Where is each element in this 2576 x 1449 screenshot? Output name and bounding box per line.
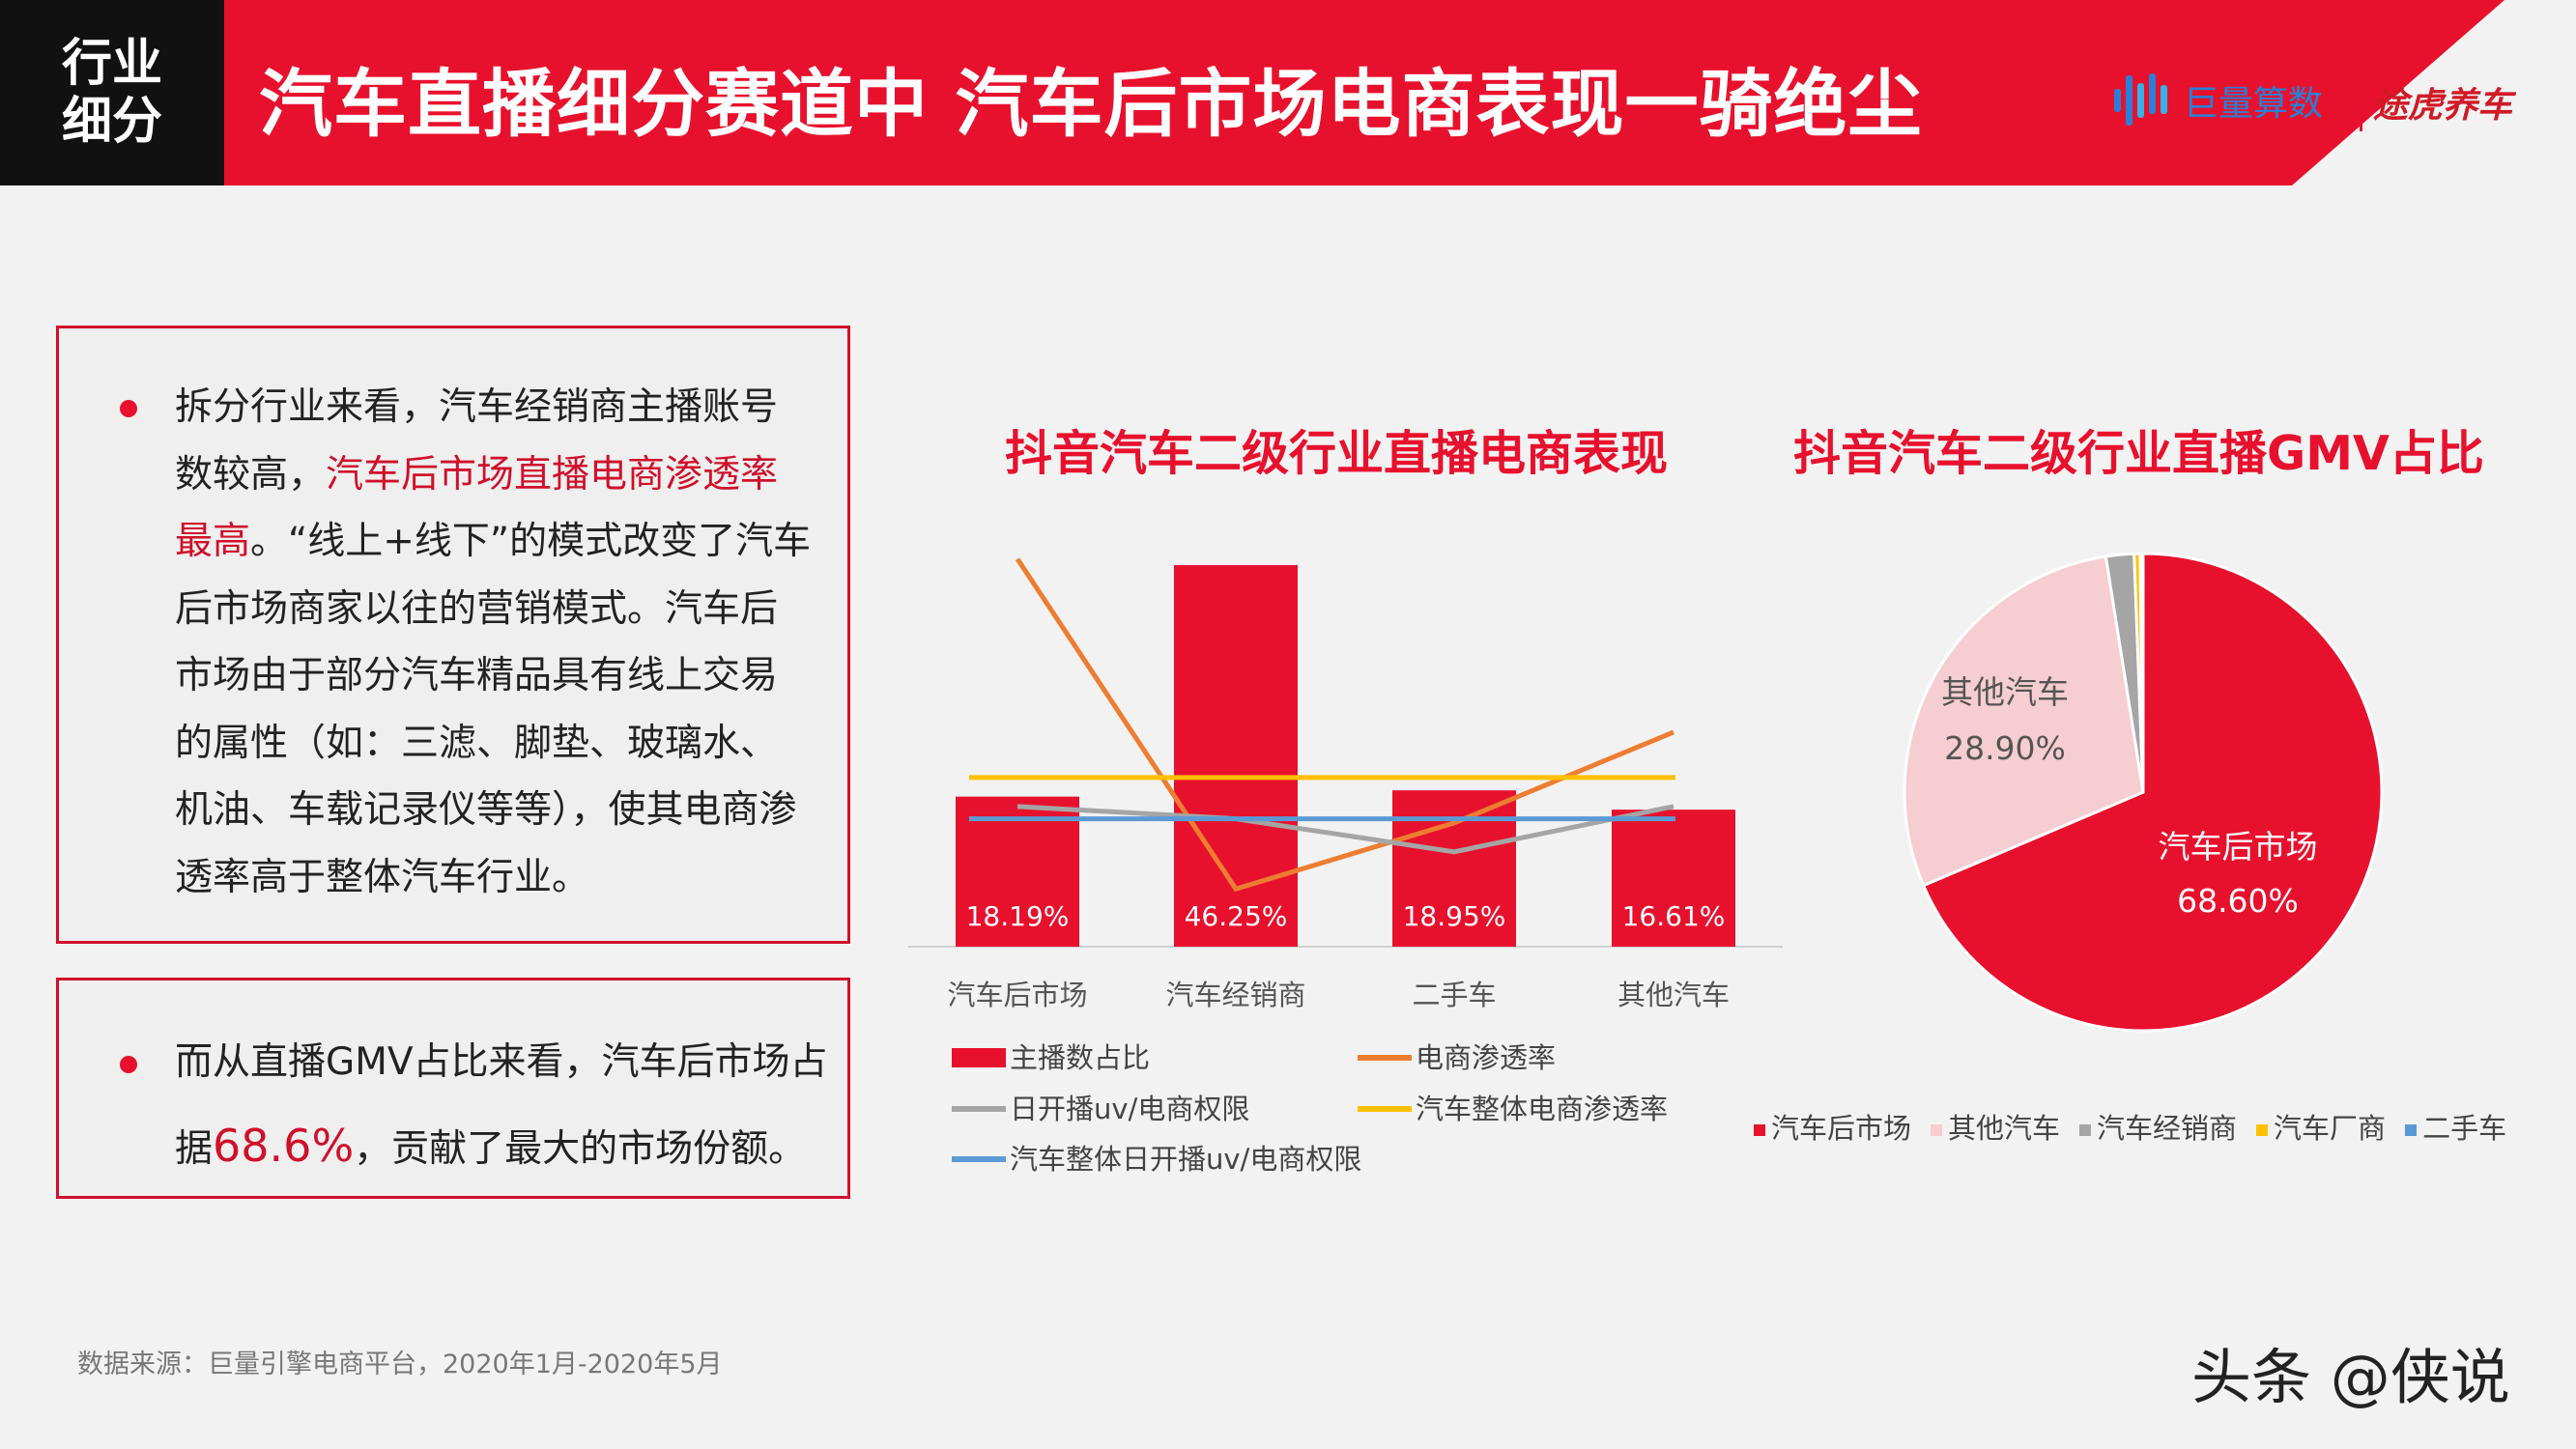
bar-value-label: 18.19% xyxy=(966,900,1070,932)
pie-slice-二手车 xyxy=(2138,552,2145,793)
section-tag: 行业 细分 xyxy=(0,0,224,185)
juliang-logo-text: 巨量算数 xyxy=(2184,84,2324,124)
pie-slice-汽车经销商 xyxy=(2104,552,2145,793)
tuhu-logo: 途虎养车 xyxy=(2373,86,2513,126)
insight-2-part1: 而从直播GMV占比来看，汽车后市场占据 xyxy=(175,1040,828,1171)
insight-1-part2: 。“线上+线下”的模式改变了汽车后市场商家以往的营销模式。汽车后市场由于部分汽车… xyxy=(175,520,812,899)
section-tag-line2: 细分 xyxy=(61,93,162,151)
legend-swatch xyxy=(1931,1124,1943,1136)
x-tick-label: 汽车后市场 xyxy=(947,979,1087,1011)
legend-label: 汽车整体日开播uv/电商权限 xyxy=(1010,1143,1361,1176)
legend-label: 二手车 xyxy=(2422,1112,2507,1145)
insight-1-part1: 拆分行业来看，汽车经销商主播账号数较高， xyxy=(175,385,779,497)
legend-label: 汽车经销商 xyxy=(2097,1112,2238,1145)
bar-value-label: 16.61% xyxy=(1622,900,1726,932)
pie-slice-其他汽车 xyxy=(1903,554,2145,888)
legend-label: 汽车整体电商渗透率 xyxy=(1416,1093,1668,1125)
bar-汽车后市场 xyxy=(956,796,1079,947)
series-line-电商渗透率 xyxy=(1015,557,1674,893)
pie-chart-title: 抖音汽车二级行业直播GMV占比 xyxy=(1793,426,2484,481)
bar-二手车 xyxy=(1392,790,1516,947)
bar-value-label: 18.95% xyxy=(1403,900,1506,932)
legend-swatch xyxy=(1754,1124,1765,1136)
x-tick-label: 汽车经销商 xyxy=(1165,979,1305,1011)
logo-divider xyxy=(2360,71,2362,131)
legend-swatch xyxy=(952,1048,1006,1067)
pie-value-label: 28.90% xyxy=(1944,729,2066,767)
legend-label: 电商渗透率 xyxy=(1416,1041,1556,1074)
legend-swatch xyxy=(2079,1124,2092,1136)
pie-legend-item: 二手车 xyxy=(2405,1106,2506,1147)
legend-swatch xyxy=(2405,1124,2418,1136)
bar-value-label: 46.25% xyxy=(1185,900,1288,932)
insight-2-highlight: 68.6% xyxy=(213,1120,355,1172)
juliang-logo-icon xyxy=(2114,73,2167,126)
insight-text-1: 拆分行业来看，汽车经销商主播账号数较高，汽车后市场直播电商渗透率最高。“线上+线… xyxy=(175,374,813,911)
pie-legend-item: 汽车经销商 xyxy=(2079,1106,2237,1147)
bar-chart-title: 抖音汽车二级行业直播电商表现 xyxy=(1005,426,1669,481)
insight-box-1: 拆分行业来看，汽车经销商主播账号数较高，汽车后市场直播电商渗透率最高。“线上+线… xyxy=(56,326,850,944)
pie-legend-item: 其他汽车 xyxy=(1931,1106,2060,1147)
pie-slice-汽车厂商 xyxy=(2132,552,2145,793)
pie-legend-item: 汽车厂商 xyxy=(2256,1106,2386,1147)
legend-label: 汽车厂商 xyxy=(2274,1112,2387,1145)
x-tick-label: 二手车 xyxy=(1412,979,1496,1011)
header-banner xyxy=(224,0,2504,185)
bar-汽车经销商 xyxy=(1174,565,1298,947)
insight-text-2: 而从直播GMV占比来看，汽车后市场占据68.6%，贡献了最大的市场份额。 xyxy=(175,1021,832,1191)
insight-box-2: 而从直播GMV占比来看，汽车后市场占据68.6%，贡献了最大的市场份额。 xyxy=(56,978,850,1199)
juliang-logo: 巨量算数 xyxy=(2112,71,2323,129)
section-tag-line1: 行业 xyxy=(61,35,162,93)
data-source-note: 数据来源：巨量引擎电商平台，2020年1月-2020年5月 xyxy=(77,1350,723,1379)
watermark: 头条 @侠说 xyxy=(2191,1342,2510,1412)
pie-legend-item: 汽车后市场 xyxy=(1754,1106,1911,1147)
pie-slice-汽车后市场 xyxy=(1921,552,2384,1033)
pie-legend: 汽车后市场 其他汽车 汽车经销商 汽车厂商 二手车 xyxy=(1754,1106,2506,1147)
page-title: 汽车直播细分赛道中 汽车后市场电商表现一骑绝尘 xyxy=(259,61,1923,147)
legend-label: 汽车后市场 xyxy=(1771,1112,1912,1145)
bullet-icon xyxy=(120,400,137,417)
bar-其他汽车 xyxy=(1612,810,1735,947)
insight-1-highlight: 汽车后市场直播电商渗透率最高 xyxy=(175,452,779,564)
legend-label: 其他汽车 xyxy=(1948,1112,2061,1145)
bullet-icon xyxy=(120,1056,137,1073)
legend-swatch xyxy=(2256,1124,2269,1136)
insight-2-part2: ，贡献了最大的市场份额。 xyxy=(354,1127,807,1171)
legend-label: 日开播uv/电商权限 xyxy=(1010,1093,1249,1125)
pie-value-label: 68.60% xyxy=(2177,882,2299,920)
x-tick-label: 其他汽车 xyxy=(1617,979,1730,1011)
series-line-日开播uv/电商权限 xyxy=(1016,804,1674,855)
pie-category-label: 其他汽车 xyxy=(1941,673,2069,711)
pie-category-label: 汽车后市场 xyxy=(2159,828,2318,866)
legend-label: 主播数占比 xyxy=(1010,1041,1150,1074)
